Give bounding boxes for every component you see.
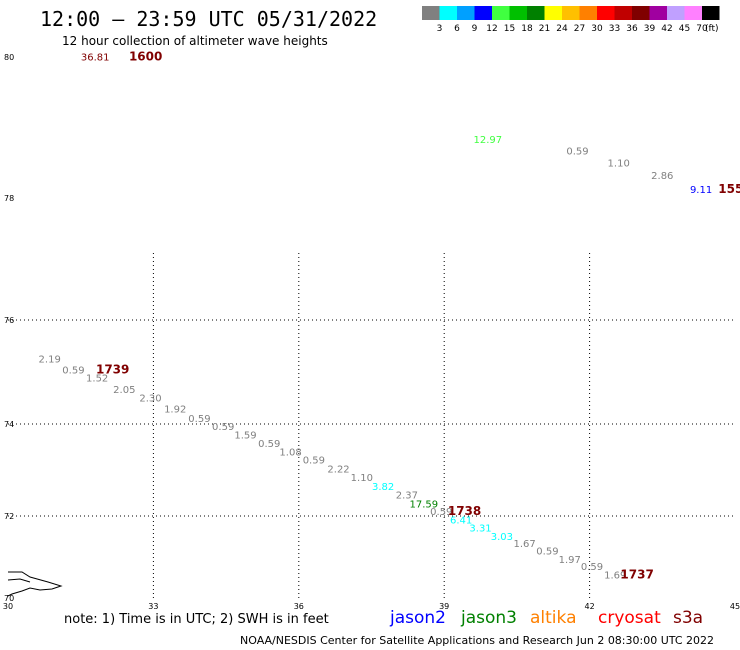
wave-height-value: 1.10 <box>351 473 373 484</box>
wave-height-value: 1.97 <box>559 555 581 566</box>
wave-height-value: 36.81 <box>81 53 110 64</box>
colorbar-swatch <box>614 6 632 20</box>
wave-height-value: 1.59 <box>234 431 256 442</box>
wave-height-value: 0.59 <box>212 422 234 433</box>
colorbar-swatch <box>544 6 562 20</box>
pass-time-label: 1600 <box>129 50 162 64</box>
colorbar-swatch <box>579 6 597 20</box>
wave-height-value: 12.97 <box>473 135 502 146</box>
colorbar-swatch <box>527 6 545 20</box>
map-title: 12:00 – 23:59 UTC 05/31/2022 <box>40 7 378 31</box>
colorbar-swatch <box>632 6 650 20</box>
colorbar-label: 27 <box>574 24 585 34</box>
colorbar-swatch <box>597 6 615 20</box>
colorbar-swatch <box>492 6 510 20</box>
colorbar-swatch <box>439 6 457 20</box>
lat-tick-label: 80 <box>4 53 14 62</box>
wave-height-value: 0.59 <box>62 366 84 377</box>
wave-height-colorbar: 3 6 9 12 15 18 21 24 27 30 33 36 39 42 45 70(ft) <box>422 6 720 34</box>
colorbar-label: 45 <box>679 24 690 34</box>
pass-time-label: 1559 <box>718 182 740 196</box>
pass-time-label: 1739 <box>96 363 129 377</box>
legend-jason3: jason3 <box>461 608 517 628</box>
legend-jason2: jason2 <box>390 608 446 628</box>
lon-tick-label: 39 <box>439 602 449 611</box>
legend-cryosat: cryosat <box>598 608 661 628</box>
wave-height-value: 2.05 <box>113 385 135 396</box>
coastline <box>7 571 63 597</box>
lat-tick-label: 76 <box>4 316 14 325</box>
lon-tick-label: 45 <box>730 602 740 611</box>
wave-height-value: 0.59 <box>430 507 452 518</box>
wave-height-value: 3.82 <box>372 482 394 493</box>
colorbar-label: 36 <box>626 24 638 34</box>
pass-time-label: 1737 <box>620 568 653 582</box>
wave-height-value: 0.59 <box>258 439 280 450</box>
wave-height-value: 2.19 <box>39 355 61 366</box>
wave-height-value: 3.31 <box>469 524 491 535</box>
colorbar-label: 21 <box>539 24 550 34</box>
lat-tick-label: 74 <box>4 420 14 429</box>
wave-height-value: 1.92 <box>164 405 186 416</box>
colorbar-label: 3 <box>437 24 443 34</box>
wave-height-value: 1.69 <box>604 571 626 582</box>
wave-height-value: 1.10 <box>608 158 630 169</box>
wave-height-value: 0.59 <box>303 456 325 467</box>
colorbar-swatch <box>667 6 685 20</box>
lat-tick-label: 78 <box>4 194 14 203</box>
wave-height-value: 6.41 <box>450 515 472 526</box>
colorbar-swatch <box>509 6 527 20</box>
coastline <box>7 578 31 583</box>
colorbar-swatch <box>422 6 440 20</box>
wave-height-value: 2.22 <box>327 464 349 475</box>
colorbar-label: 70 <box>696 24 708 34</box>
wave-height-value: 1.52 <box>86 373 108 384</box>
colorbar-swatch <box>474 6 492 20</box>
wave-height-value: 0.59 <box>536 547 558 558</box>
colorbar-label: 12 <box>486 24 497 34</box>
colorbar-swatch <box>702 6 720 20</box>
units-note: note: 1) Time is in UTC; 2) SWH is in fe… <box>64 612 329 627</box>
colorbar-label: 30 <box>591 24 603 34</box>
colorbar-label: 42 <box>661 24 672 34</box>
colorbar-label: 24 <box>556 24 568 34</box>
colorbar-label: 9 <box>472 24 478 34</box>
colorbar-swatch <box>562 6 580 20</box>
lon-tick-label: 33 <box>148 602 158 611</box>
source-footer: NOAA/NESDIS Center for Satellite Applica… <box>240 634 715 647</box>
wave-height-value: 2.86 <box>651 171 673 182</box>
colorbar-label: 6 <box>454 24 460 34</box>
colorbar-swatch <box>684 6 702 20</box>
colorbar-swatch <box>649 6 667 20</box>
colorbar-label: 15 <box>504 24 515 34</box>
lat-tick-label: 70 <box>4 594 14 603</box>
wave-height-value: 0.59 <box>188 414 210 425</box>
pass-time-label: 1738 <box>448 504 481 518</box>
colorbar-swatch <box>457 6 475 20</box>
colorbar-label: 39 <box>644 24 656 34</box>
colorbar-label: 33 <box>609 24 620 34</box>
colorbar-label: 18 <box>521 24 533 34</box>
wave-height-value: 9.11 <box>690 185 712 196</box>
wave-height-value: 1.08 <box>279 447 301 458</box>
lon-tick-label: 42 <box>585 602 595 611</box>
lon-tick-label: 30 <box>3 602 13 611</box>
lat-tick-label: 72 <box>4 512 14 521</box>
wave-height-value: 3.03 <box>491 532 513 543</box>
map-subtitle: 12 hour collection of altimeter wave hei… <box>62 34 328 48</box>
lon-tick-label: 36 <box>294 602 304 611</box>
wave-height-value: 1.67 <box>514 539 536 550</box>
legend-altika: altika <box>530 608 577 628</box>
colorbar-unit: (ft) <box>705 24 719 34</box>
wave-height-value: 17.59 <box>410 500 439 511</box>
wave-height-value: 2.30 <box>139 394 161 405</box>
wave-height-value: 0.59 <box>566 146 588 157</box>
wave-height-value: 2.37 <box>396 491 418 502</box>
wave-height-value: 0.59 <box>581 562 603 573</box>
legend-s3a: s3a <box>673 608 704 628</box>
